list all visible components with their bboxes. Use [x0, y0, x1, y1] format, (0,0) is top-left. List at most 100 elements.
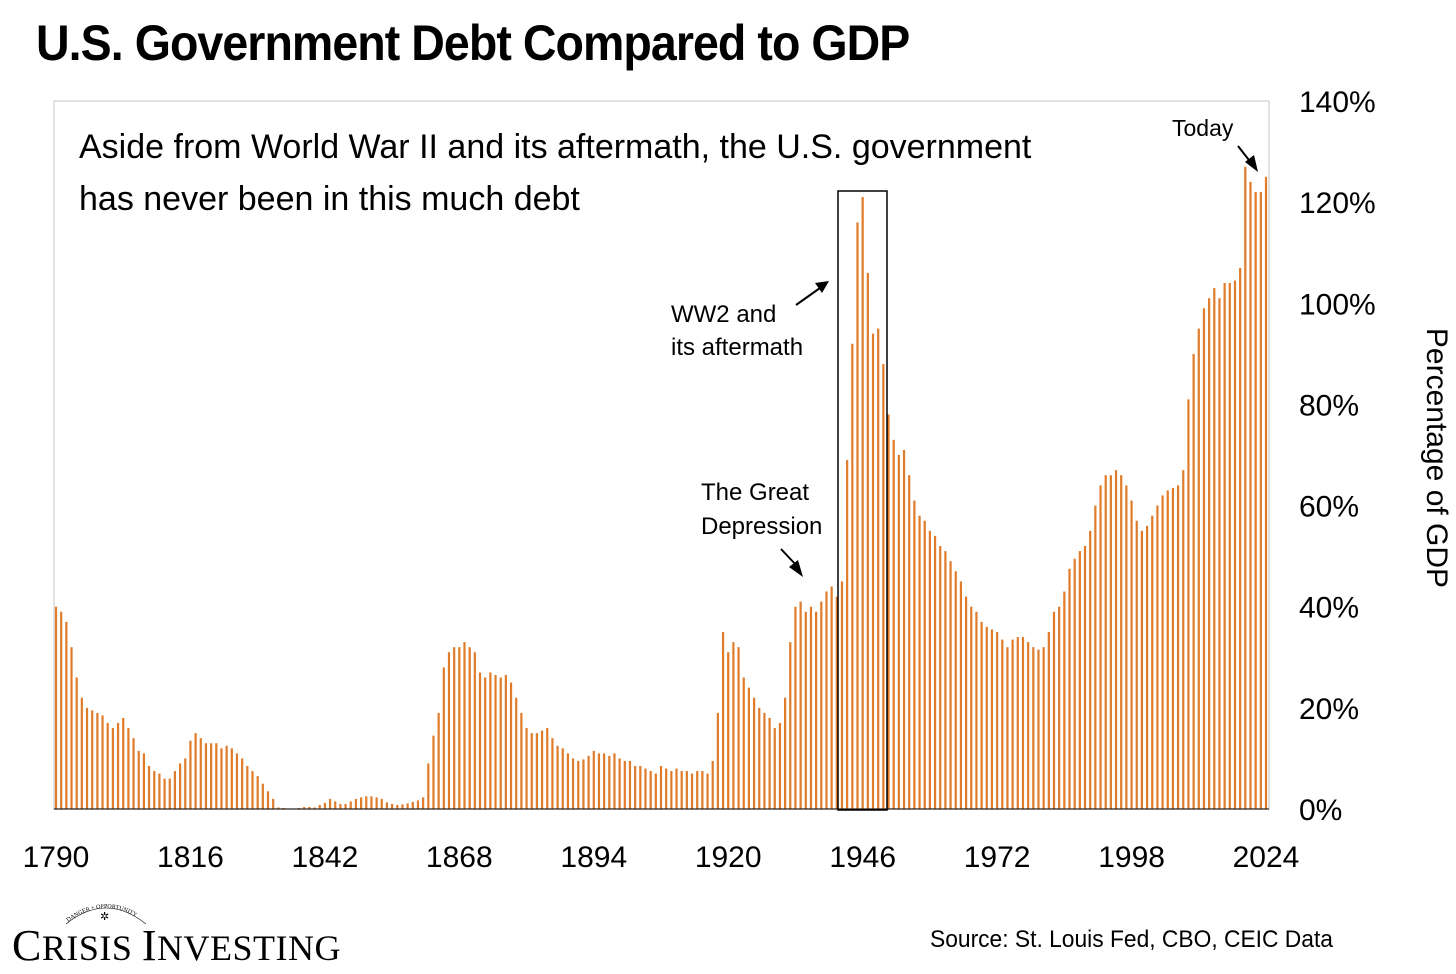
x-tick-1816: 1816: [157, 841, 224, 874]
bar-1858: [406, 803, 409, 809]
bar-1848: [354, 798, 358, 809]
bar-1901: [628, 760, 632, 809]
bar-1827: [246, 766, 249, 809]
bar-1930: [778, 723, 782, 809]
y-tick-20: 20%: [1299, 693, 1359, 726]
bar-1790: [54, 606, 58, 809]
bar-1990: [1089, 530, 1092, 809]
bar-1837: [297, 807, 301, 809]
bar-1878: [509, 682, 513, 809]
bar-1796: [85, 707, 89, 809]
bar-1999: [1135, 520, 1138, 809]
bar-1815: [184, 758, 187, 809]
bar-1877: [504, 674, 507, 809]
bar-1911: [680, 771, 683, 809]
bar-1850: [365, 796, 368, 809]
bar-1892: [582, 759, 585, 809]
bar-1945: [856, 222, 859, 809]
bar-1916: [706, 773, 709, 809]
bar-1800: [106, 723, 109, 809]
bar-1925: [752, 697, 756, 809]
bar-1882: [530, 733, 533, 809]
bar-1940: [830, 586, 833, 809]
bar-1801: [111, 728, 114, 809]
bar-1987: [1073, 558, 1076, 809]
bar-1947: [866, 272, 869, 809]
bar-1983: [1052, 611, 1056, 809]
bar-1948: [871, 333, 875, 809]
bar-1976: [1016, 637, 1019, 809]
x-tick-1998: 1998: [1098, 841, 1165, 874]
bar-1881: [525, 728, 528, 809]
bar-2006: [1171, 487, 1175, 809]
bar-2014: [1213, 288, 1216, 809]
bar-1902: [634, 766, 637, 809]
bar-1866: [447, 652, 451, 809]
bar-2008: [1182, 470, 1185, 809]
bar-1957: [918, 515, 921, 809]
bar-1887: [556, 745, 559, 809]
arrow-ww2: [795, 281, 829, 306]
bar-1889: [566, 753, 570, 809]
bar-1907: [659, 766, 663, 809]
y-tick-80: 80%: [1299, 389, 1359, 422]
bar-1844: [334, 801, 337, 809]
bar-1829: [256, 776, 259, 809]
bar-1870: [468, 647, 471, 809]
bar-1970: [985, 626, 988, 809]
y-tick-0: 0%: [1299, 794, 1342, 827]
bar-1897: [608, 755, 611, 809]
bar-1875: [494, 674, 497, 809]
logo-seal-icon: DANGER + OPPORTUNITY ✲: [66, 904, 147, 925]
bar-1921: [732, 642, 735, 809]
bar-2020: [1244, 166, 1247, 810]
bar-1879: [515, 697, 518, 809]
y-tick-100: 100%: [1299, 288, 1376, 321]
bar-1908: [665, 768, 668, 809]
bar-1798: [96, 712, 99, 809]
bar-2010: [1192, 353, 1195, 809]
bar-1975: [1011, 639, 1014, 809]
bar-1821: [215, 743, 218, 809]
bar-1928: [768, 717, 771, 809]
annotation-ww2: WW2 and its aftermath: [671, 301, 803, 361]
bar-1965: [959, 581, 963, 809]
ww2-highlight-box: [837, 190, 888, 811]
bar-1931: [784, 697, 787, 809]
x-tick-1894: 1894: [560, 841, 627, 874]
bar-1812: [168, 778, 171, 809]
bar-1874: [489, 672, 492, 809]
bar-1994: [1109, 475, 1112, 809]
bar-2011: [1197, 328, 1200, 809]
bar-2022: [1254, 192, 1257, 809]
bar-1811: [163, 778, 166, 809]
bar-1819: [204, 743, 208, 809]
bar-1936: [809, 606, 813, 809]
bar-1840: [313, 807, 316, 809]
bar-1951: [887, 414, 890, 809]
bar-1941: [835, 596, 838, 809]
bar-1810: [158, 773, 161, 809]
bar-1910: [675, 768, 678, 809]
bar-1883: [535, 733, 538, 809]
bar-2003: [1156, 505, 1159, 809]
bar-series: [54, 166, 1268, 810]
bar-2019: [1239, 267, 1242, 809]
crisis-investing-logo: DANGER + OPPORTUNITY ✲ CRISIS INVESTING: [12, 898, 362, 970]
bar-2004: [1161, 495, 1164, 809]
bar-1914: [696, 771, 699, 809]
bar-1943: [846, 460, 849, 809]
bar-1932: [789, 642, 792, 809]
bar-1912: [685, 771, 688, 809]
bar-1808: [147, 766, 151, 809]
bar-1852: [375, 797, 378, 809]
bar-1813: [173, 771, 177, 809]
bar-1820: [210, 743, 213, 809]
bar-2012: [1202, 308, 1206, 809]
bar-1979: [1032, 647, 1035, 809]
y-axis-title: Percentage of GDP: [1420, 328, 1453, 588]
bar-1971: [990, 629, 994, 809]
bar-1823: [225, 745, 228, 809]
bar-2002: [1151, 515, 1154, 809]
svg-text:✲: ✲: [100, 911, 109, 923]
